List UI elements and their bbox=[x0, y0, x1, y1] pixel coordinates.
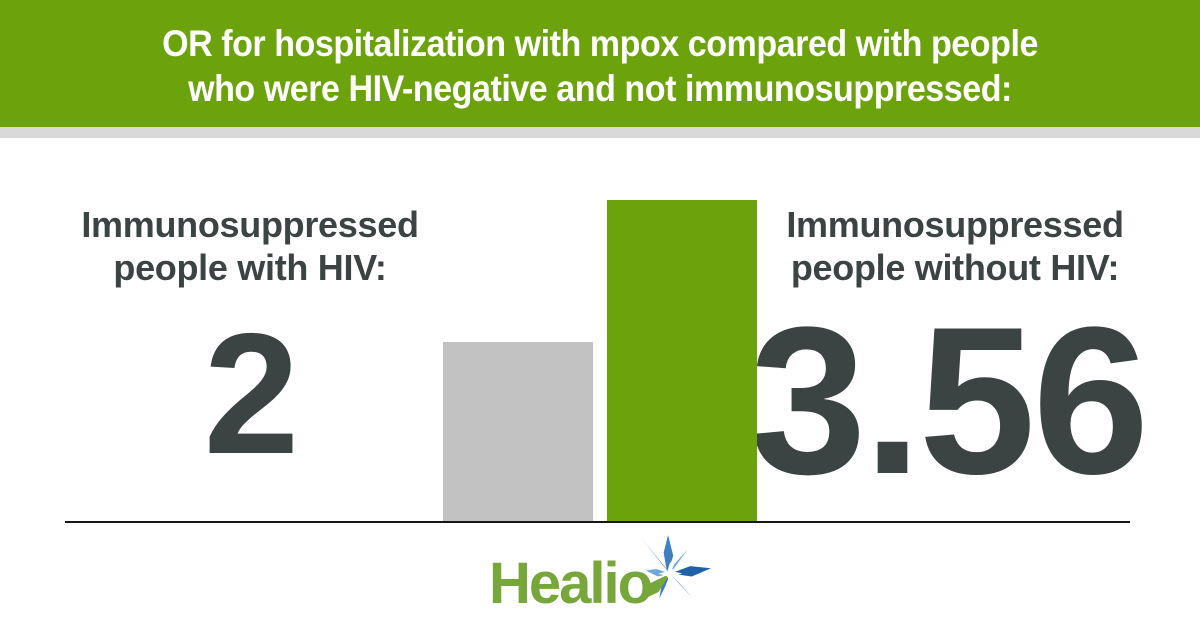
title-line-1: OR for hospitalization with mpox compare… bbox=[162, 22, 1038, 64]
healio-logo: Healio bbox=[0, 535, 1200, 613]
value-with-hiv: 2 bbox=[203, 298, 300, 490]
bar-chart bbox=[443, 200, 757, 523]
page-title: OR for hospitalization with mpox compare… bbox=[162, 17, 1038, 111]
value-without-hiv: 3.56 bbox=[749, 283, 1150, 518]
chart-baseline bbox=[65, 521, 1130, 523]
label-immunosuppressed-with-hiv: Immunosuppressed people with HIV: bbox=[30, 203, 470, 289]
label-line: people with HIV: bbox=[113, 247, 387, 288]
bar-without-hiv bbox=[607, 200, 757, 523]
title-line-2: who were HIV-negative and not immunosupp… bbox=[188, 67, 1012, 109]
label-line: people without HIV: bbox=[790, 247, 1120, 288]
label-immunosuppressed-without-hiv: Immunosuppressed people without HIV: bbox=[735, 203, 1175, 289]
healio-star-icon bbox=[638, 535, 712, 602]
label-line: Immunosuppressed bbox=[81, 204, 419, 245]
healio-wordmark: Healio bbox=[488, 551, 653, 616]
divider-strip bbox=[0, 127, 1200, 138]
header-banner: OR for hospitalization with mpox compare… bbox=[0, 0, 1200, 127]
bar-with-hiv bbox=[443, 342, 593, 523]
label-line: Immunosuppressed bbox=[786, 204, 1124, 245]
